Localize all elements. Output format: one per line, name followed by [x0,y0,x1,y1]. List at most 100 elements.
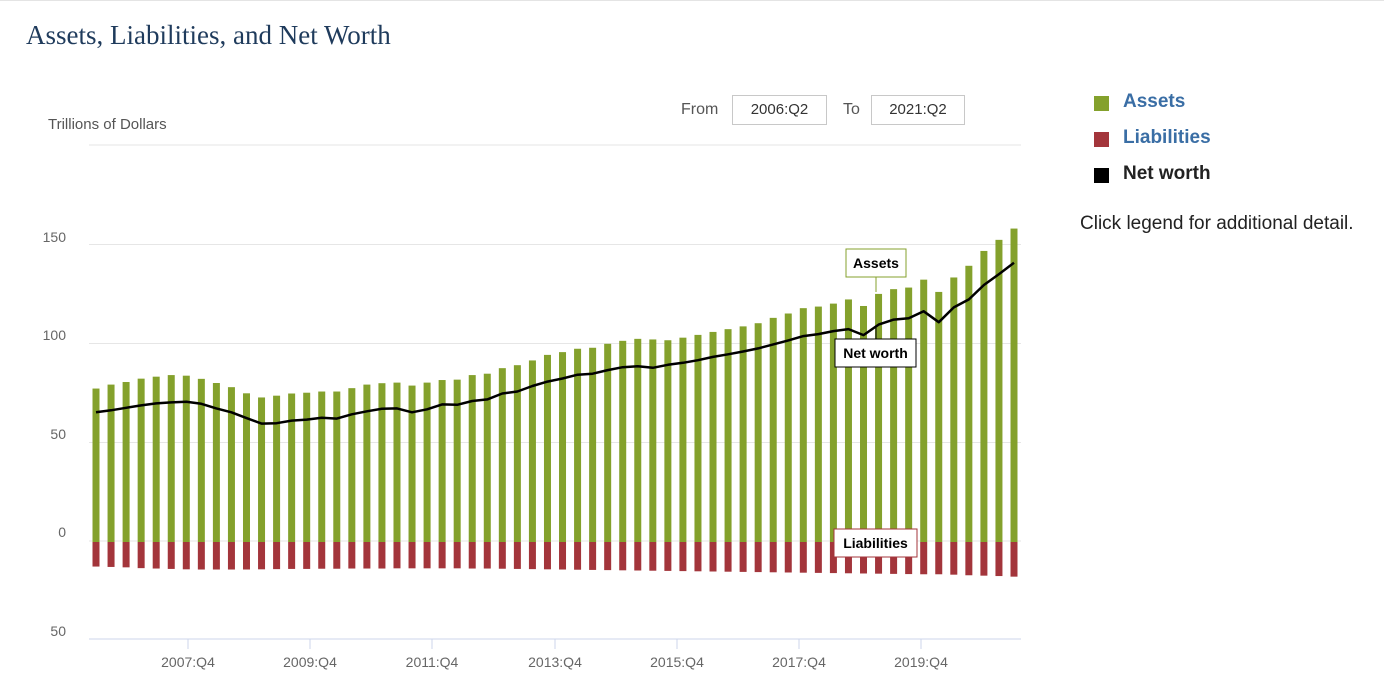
bar-liabilities [619,542,627,571]
y-tick-label: 50 [50,623,66,639]
bar-liabilities [227,542,235,570]
bar-liabilities [559,542,567,570]
bar-liabilities [363,542,371,569]
bar-liabilities [182,542,190,570]
bar-liabilities [393,542,401,569]
y-tick-label: 0 [58,524,66,540]
bar-assets [122,382,130,542]
bar-liabilities [513,542,521,569]
bar-assets [483,373,491,542]
bar-assets [423,382,431,542]
bar-assets [498,368,506,542]
bar-liabilities [498,542,506,569]
bar-assets [92,388,100,542]
bar-liabilities [860,542,868,574]
bar-assets [212,383,220,542]
bar-liabilities [829,542,837,574]
x-tick-label: 2013:Q4 [528,654,582,670]
bar-liabilities [333,542,341,569]
bar-liabilities [905,542,913,575]
bar-liabilities [679,542,687,572]
annotation-assets: Assets [853,255,899,271]
bar-liabilities [634,542,642,571]
bar-assets [679,337,687,542]
bar-assets [935,291,943,542]
y-tick-label: 50 [50,426,66,442]
bar-liabilities [528,542,536,570]
bar-liabilities [483,542,491,569]
bar-assets [619,340,627,542]
bar-assets [438,380,446,542]
top-rule [0,0,1384,1]
x-tick-label: 2009:Q4 [283,654,337,670]
bar-assets [288,393,296,542]
range-from-label: From [681,101,719,118]
bar-liabilities [935,542,943,575]
y-tick-label: 150 [43,229,67,245]
bar-liabilities [107,542,115,567]
bar-liabilities [303,542,311,569]
bar-liabilities [122,542,130,568]
bar-assets [574,348,582,542]
bar-assets [875,293,883,542]
bar-assets [258,397,266,542]
bar-liabilities [980,542,988,576]
bar-liabilities [137,542,145,569]
bar-liabilities [950,542,958,575]
bar-assets [664,340,672,542]
bar-liabilities [724,542,732,572]
x-tick-label: 2019:Q4 [894,654,948,670]
bar-assets [363,384,371,542]
legend-label-assets: Assets [1123,91,1186,112]
bar-liabilities [739,542,747,572]
bar-assets [152,376,160,542]
bar-assets [408,385,416,542]
legend-note: Click legend for additional detail. [1080,213,1354,234]
bar-assets [950,277,958,542]
x-tick-label: 2017:Q4 [772,654,826,670]
bar-liabilities [273,542,281,570]
bar-assets [634,338,642,542]
bar-liabilities [694,542,702,572]
bar-assets [318,391,326,542]
range-from-input[interactable]: 2006:Q2 [732,95,827,125]
bar-assets [333,391,341,542]
bar-liabilities [589,542,597,570]
bar-liabilities [784,542,792,573]
bar-assets [754,323,762,542]
bar-assets [920,279,928,542]
bar-liabilities [664,542,672,571]
bar-assets [980,250,988,542]
bar-assets [814,306,822,542]
bar-liabilities [258,542,266,570]
legend-swatch-net-worth [1094,168,1109,183]
bar-liabilities [242,542,250,570]
bar-liabilities [318,542,326,569]
bar-liabilities [453,542,461,569]
bar-assets [829,303,837,542]
bar-liabilities [348,542,356,569]
bar-assets [589,347,597,542]
bar-assets [227,387,235,542]
bar-assets [468,375,476,542]
bar-assets [649,339,657,542]
bar-liabilities [920,542,928,575]
bar-assets [905,287,913,542]
bar-liabilities [378,542,386,569]
y-axis-unit-label: Trillions of Dollars [48,116,167,133]
bar-assets [995,239,1003,543]
bar-liabilities [814,542,822,573]
legend-label-liabilities: Liabilities [1123,127,1211,148]
bar-liabilities [288,542,296,569]
legend-swatch-assets [1094,96,1109,111]
range-to-input[interactable]: 2021:Q2 [871,95,965,125]
bar-assets [769,317,777,542]
bar-assets [303,392,311,542]
x-tick-label: 2007:Q4 [161,654,215,670]
bar-liabilities [965,542,973,576]
bar-assets [543,354,551,542]
bar-assets [709,331,717,542]
bar-liabilities [995,542,1003,577]
bar-assets [799,308,807,542]
